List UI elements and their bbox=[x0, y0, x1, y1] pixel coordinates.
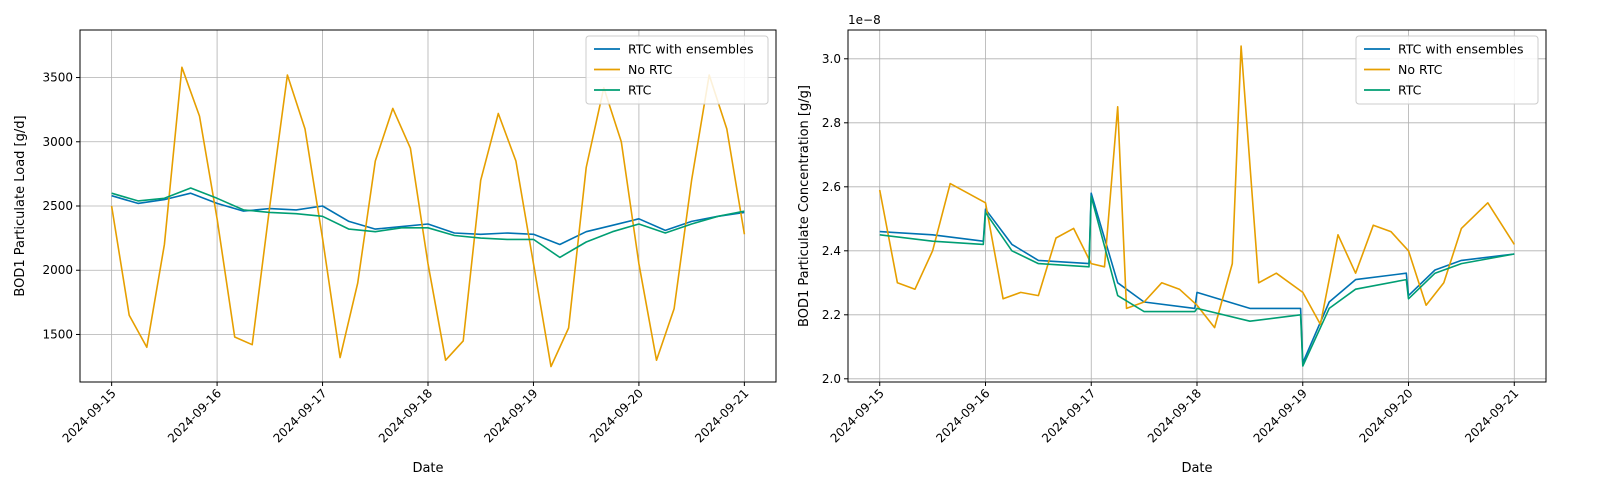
left-x-ticks: 2024-09-15 2024-09-16 2024-09-17 2024-09-18… bbox=[60, 382, 751, 445]
left-x-tick-label: 2024-09-18 bbox=[376, 386, 435, 445]
right-x-axis-label: Date bbox=[1181, 461, 1212, 476]
right-x-ticks: 2024-09-15 2024-09-16 2024-09-17 2024-09-18… bbox=[828, 382, 1521, 445]
right-y-axis-label: BOD1 Particulate Concentration [g/g] bbox=[797, 85, 812, 327]
right-y-scale-label: 1e−8 bbox=[848, 13, 881, 27]
left-y-tick-label: 3000 bbox=[42, 135, 73, 149]
left-legend-label-2: RTC bbox=[628, 83, 652, 98]
right-x-tick-label: 2024-09-17 bbox=[1039, 386, 1098, 445]
right-y-tick-label: 2.0 bbox=[822, 372, 841, 386]
right-legend: RTC with ensembles No RTC RTC bbox=[1355, 35, 1539, 105]
left-y-tick-label: 3500 bbox=[42, 71, 73, 85]
left-series-line-2 bbox=[111, 187, 745, 259]
right-x-tick-label: 2024-09-15 bbox=[828, 386, 887, 445]
right-series-line-2 bbox=[879, 195, 1515, 367]
right-y-tick-label: 2.8 bbox=[822, 116, 841, 130]
left-x-tick-label: 2024-09-16 bbox=[165, 386, 224, 445]
left-x-tick-label: 2024-09-20 bbox=[587, 386, 646, 445]
left-x-tick-label: 2024-09-17 bbox=[270, 386, 329, 445]
left-legend-label-1: No RTC bbox=[628, 62, 673, 77]
left-y-tick-label: 2500 bbox=[42, 199, 73, 213]
left-y-axis-label: BOD1 Particulate Load [g/d] bbox=[13, 115, 28, 296]
right-y-tick-label: 2.2 bbox=[822, 308, 841, 322]
left-legend-label-0: RTC with ensembles bbox=[628, 42, 753, 57]
left-y-ticks: 1500 2000 2500 3000 3500 bbox=[42, 71, 80, 341]
left-x-axis-label: Date bbox=[412, 461, 443, 476]
right-x-tick-label: 2024-09-18 bbox=[1145, 386, 1204, 445]
left-x-tick-label: 2024-09-21 bbox=[692, 386, 751, 445]
chart-right: 2024-09-15 2024-09-16 2024-09-17 2024-09-18… bbox=[797, 13, 1547, 476]
right-legend-box bbox=[1355, 35, 1539, 105]
right-x-tick-label: 2024-09-16 bbox=[933, 386, 992, 445]
left-series bbox=[110, 66, 746, 368]
right-y-tick-label: 2.6 bbox=[822, 180, 841, 194]
right-series bbox=[878, 45, 1515, 367]
chart-left: 2024-09-15 2024-09-16 2024-09-17 2024-09-18… bbox=[13, 29, 777, 476]
left-legend-box bbox=[585, 35, 769, 105]
left-legend: RTC with ensembles No RTC RTC bbox=[585, 35, 769, 105]
left-y-tick-label: 1500 bbox=[42, 327, 73, 341]
right-legend-label-0: RTC with ensembles bbox=[1398, 42, 1523, 57]
right-y-tick-label: 3.0 bbox=[822, 52, 841, 66]
right-x-tick-label: 2024-09-21 bbox=[1462, 386, 1521, 445]
left-y-tick-label: 2000 bbox=[42, 263, 73, 277]
right-y-tick-label: 2.4 bbox=[822, 244, 841, 258]
right-grid bbox=[848, 30, 1546, 382]
right-x-tick-label: 2024-09-19 bbox=[1251, 386, 1310, 445]
right-series-line-1 bbox=[878, 45, 1515, 329]
left-series-line-0 bbox=[111, 192, 745, 246]
right-y-ticks: 2.0 2.2 2.4 2.6 2.8 3.0 bbox=[822, 52, 848, 386]
right-legend-label-2: RTC bbox=[1398, 83, 1422, 98]
right-x-tick-label: 2024-09-20 bbox=[1356, 386, 1415, 445]
left-x-tick-label: 2024-09-15 bbox=[60, 386, 119, 445]
right-legend-label-1: No RTC bbox=[1398, 62, 1443, 77]
left-series-line-1 bbox=[110, 66, 746, 368]
left-x-tick-label: 2024-09-19 bbox=[481, 386, 540, 445]
